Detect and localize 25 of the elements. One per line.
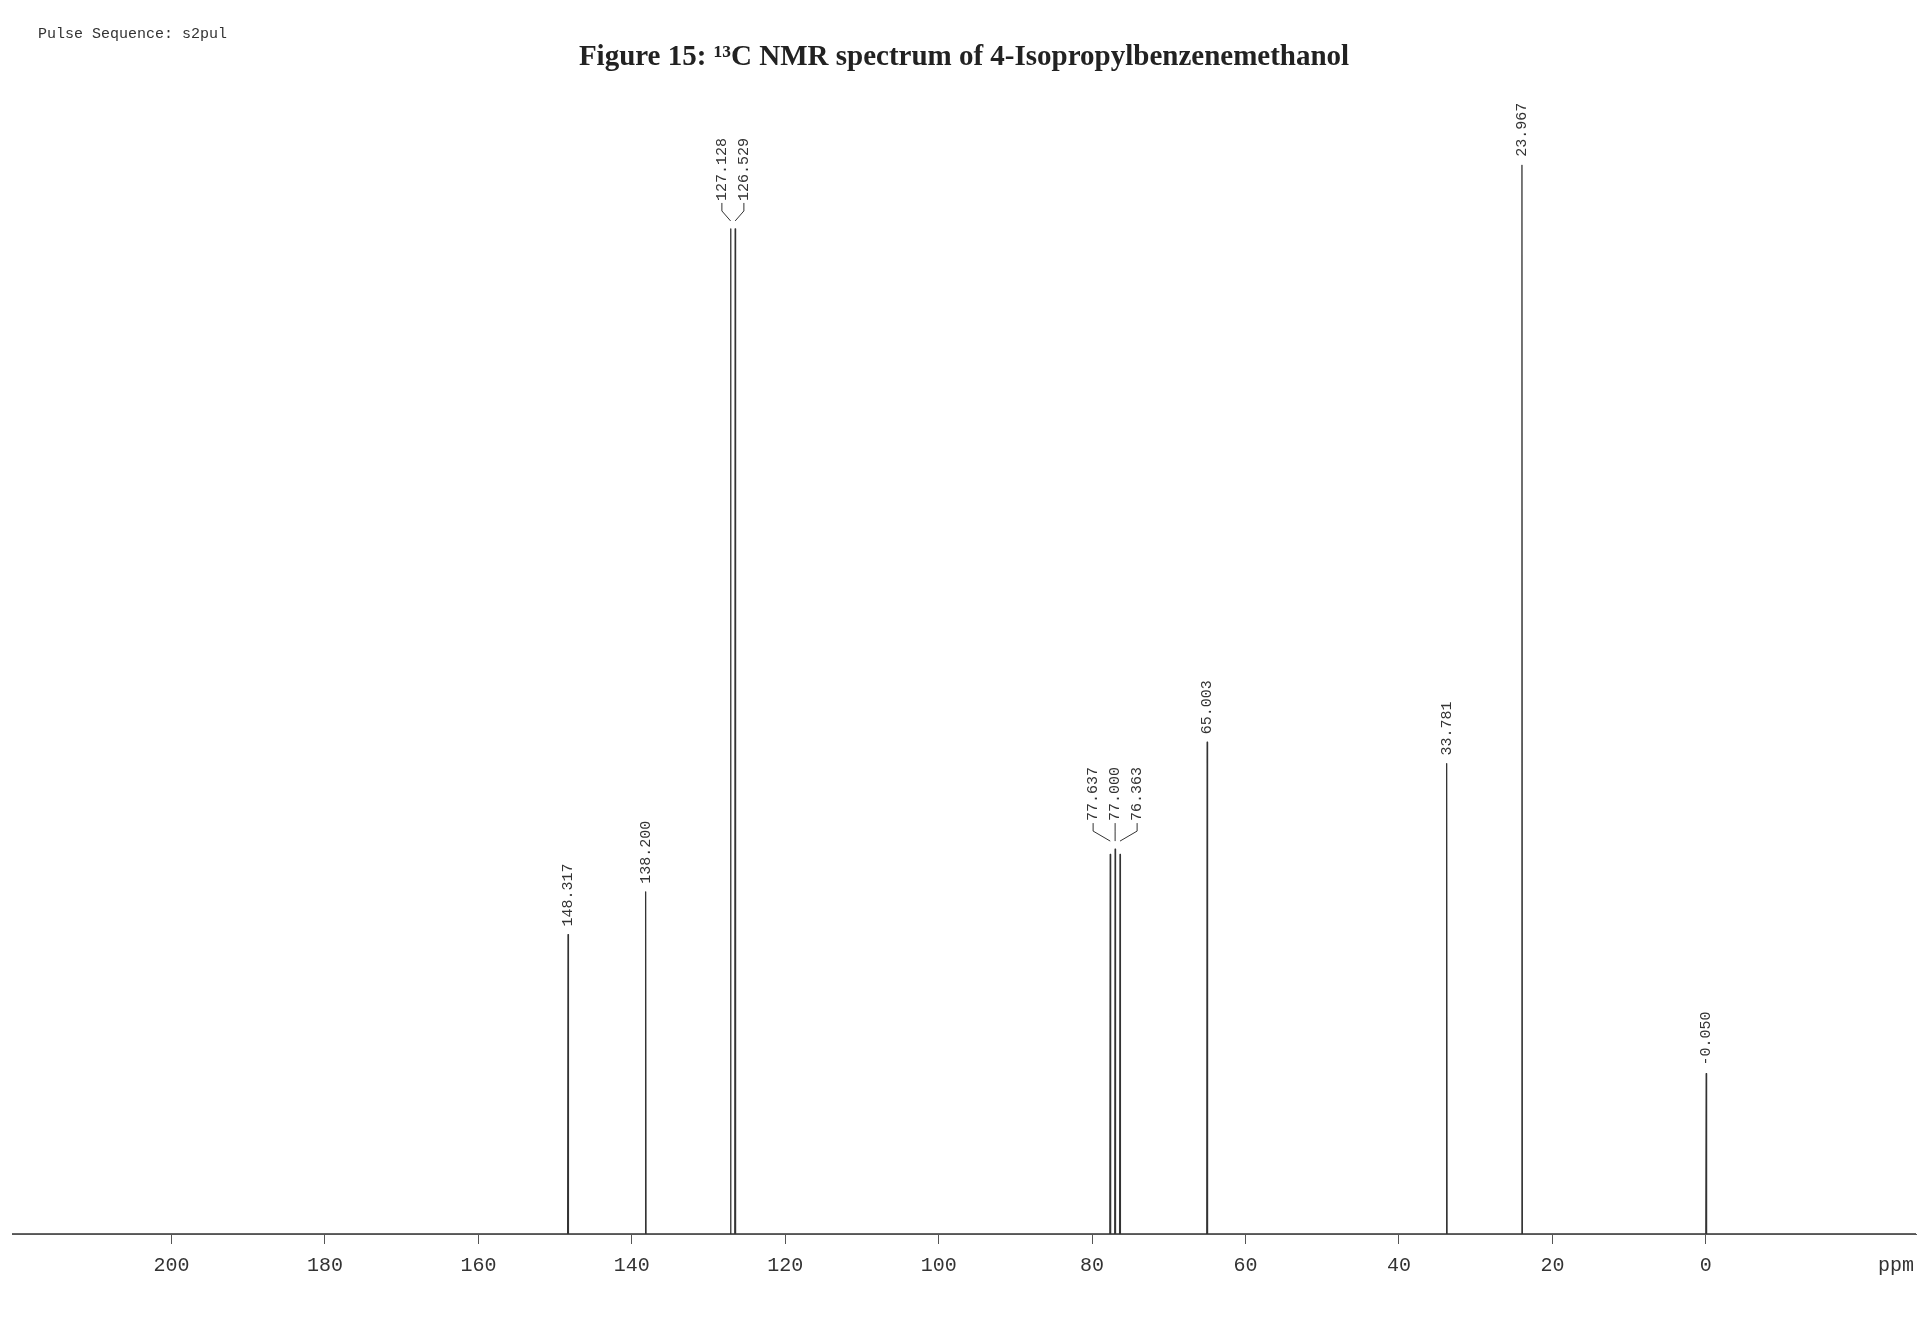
x-tick-label: 80: [1080, 1254, 1105, 1278]
x-tick-label: 120: [767, 1254, 804, 1278]
x-tick-label: 200: [153, 1254, 190, 1278]
text: Pulse Sequence: s2pul: [38, 25, 228, 43]
x-tick-label: 180: [306, 1254, 343, 1278]
x-tick-label: 160: [460, 1254, 497, 1278]
x-tick-label: 20: [1540, 1254, 1565, 1278]
annotation: 76.363: [1129, 767, 1147, 822]
x-axis-title: ppm: [1877, 1254, 1914, 1278]
annotation: 127.128: [713, 137, 731, 201]
annotation: 77.000: [1107, 767, 1125, 822]
x-tick-label: 60: [1233, 1254, 1258, 1278]
annotation: 23.967: [1513, 102, 1531, 157]
x-tick-label: 100: [920, 1254, 957, 1278]
annotation: 65.003: [1199, 680, 1217, 735]
x-tick-label: 0: [1699, 1254, 1712, 1278]
x-tick-label: 140: [613, 1254, 650, 1278]
annotation: 138.200: [637, 820, 655, 884]
annotation: -0.050: [1698, 1011, 1716, 1066]
annotation: 33.781: [1438, 701, 1456, 756]
chart-title: Figure 15: ¹³C NMR spectrum of 4-Isopropylbenzenemethanol: [578, 38, 1350, 71]
annotation: 126.529: [735, 137, 753, 201]
annotation: 148.317: [560, 863, 577, 927]
annotation: 77.637: [1085, 767, 1103, 822]
x-tick-label: 40: [1386, 1254, 1411, 1278]
